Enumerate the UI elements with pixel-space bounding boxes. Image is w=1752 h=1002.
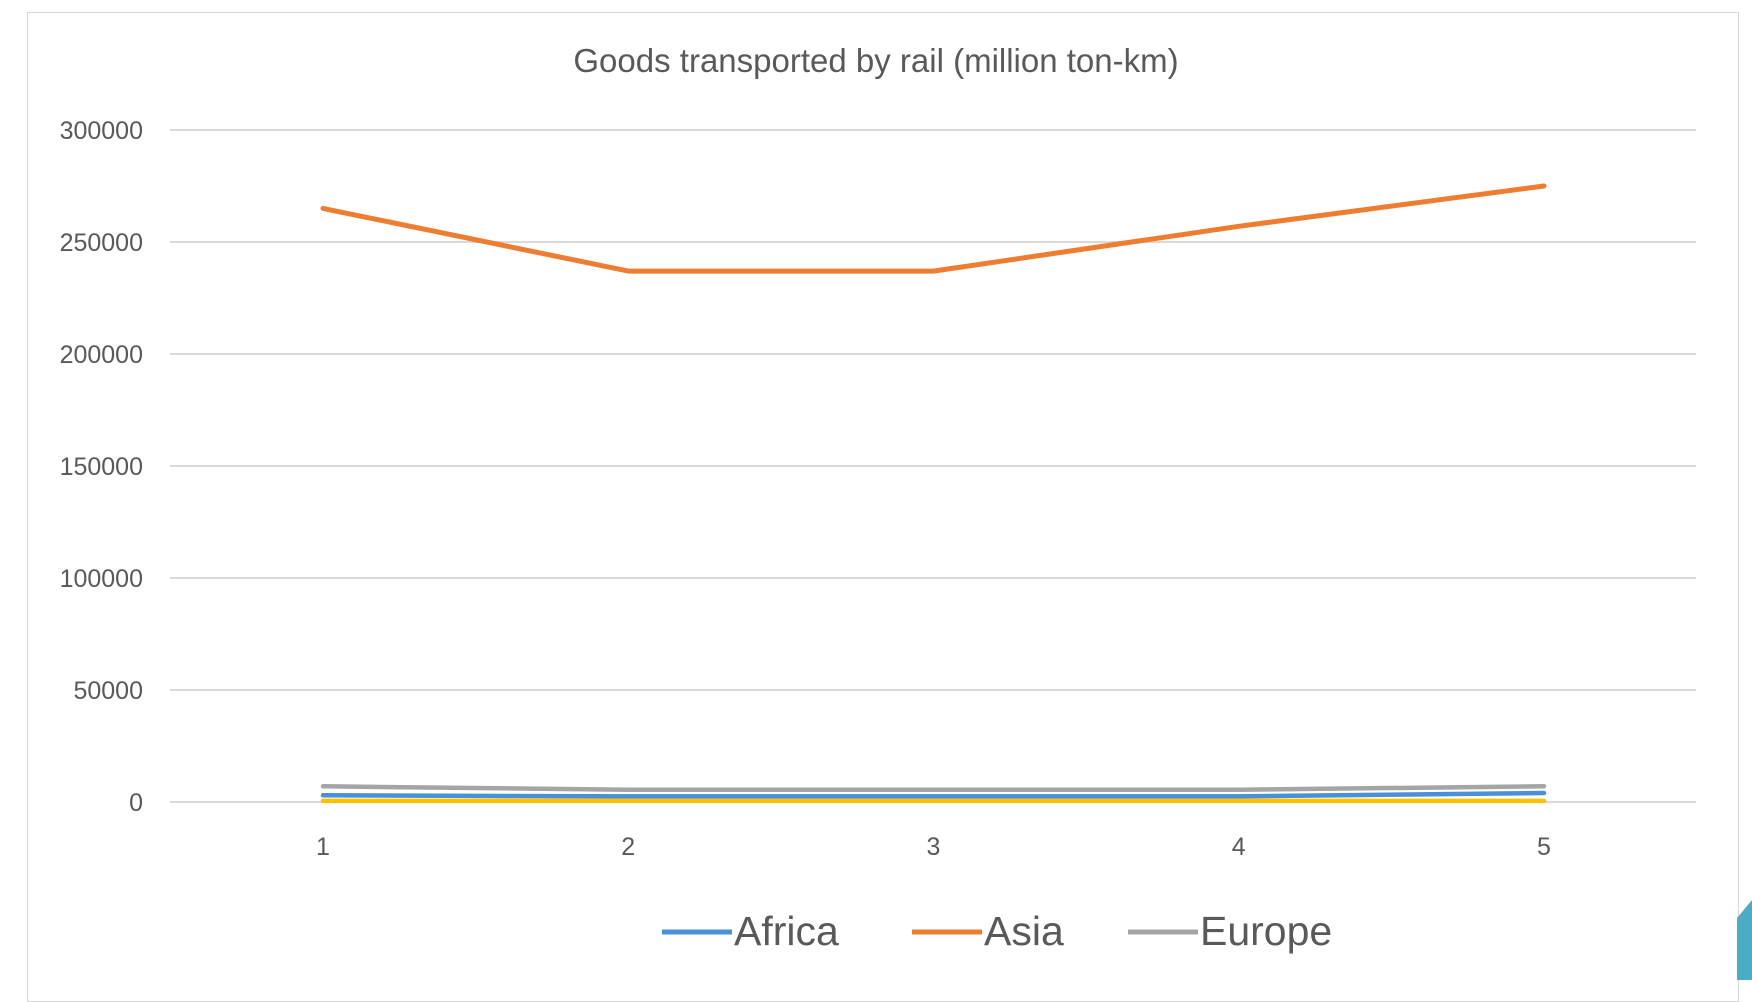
y-tick-label: 50000 [73,677,143,705]
x-tick-label: 2 [621,833,635,861]
y-tick-label: 200000 [60,341,143,369]
series-line-africa [320,790,1547,799]
y-tick-label: 100000 [60,565,143,593]
accent-shape [1737,900,1752,980]
legend-label: Africa [734,908,839,954]
legend-label: Europe [1200,908,1332,954]
y-tick-label: 250000 [60,229,143,257]
y-axis-tick-labels: 0 50000 100000 150000 200000 250000 300000 [60,117,143,817]
legend-item-europe: Europe [1128,908,1332,954]
x-tick-label: 4 [1232,833,1246,861]
legend-label: Asia [984,908,1064,954]
x-axis-tick-labels: 1 2 3 4 5 [316,833,1551,861]
y-tick-label: 0 [129,789,143,817]
x-tick-label: 3 [927,833,941,861]
legend-item-asia: Asia [912,908,1064,954]
chart-title: Goods transported by rail (million ton-k… [573,42,1178,79]
line-chart: Goods transported by rail (million ton-k… [60,42,1752,980]
legend-item-africa: Africa [662,908,839,954]
series-line-europe [320,784,1547,792]
y-tick-label: 150000 [60,453,143,481]
gridlines [170,129,1696,803]
chart-frame [27,12,1739,1002]
series-lines [320,183,1547,804]
legend: Africa Asia Europe [662,908,1332,954]
y-tick-label: 300000 [60,117,143,145]
x-tick-label: 1 [316,833,330,861]
x-tick-label: 5 [1537,833,1551,861]
series-line-asia [320,183,1547,274]
